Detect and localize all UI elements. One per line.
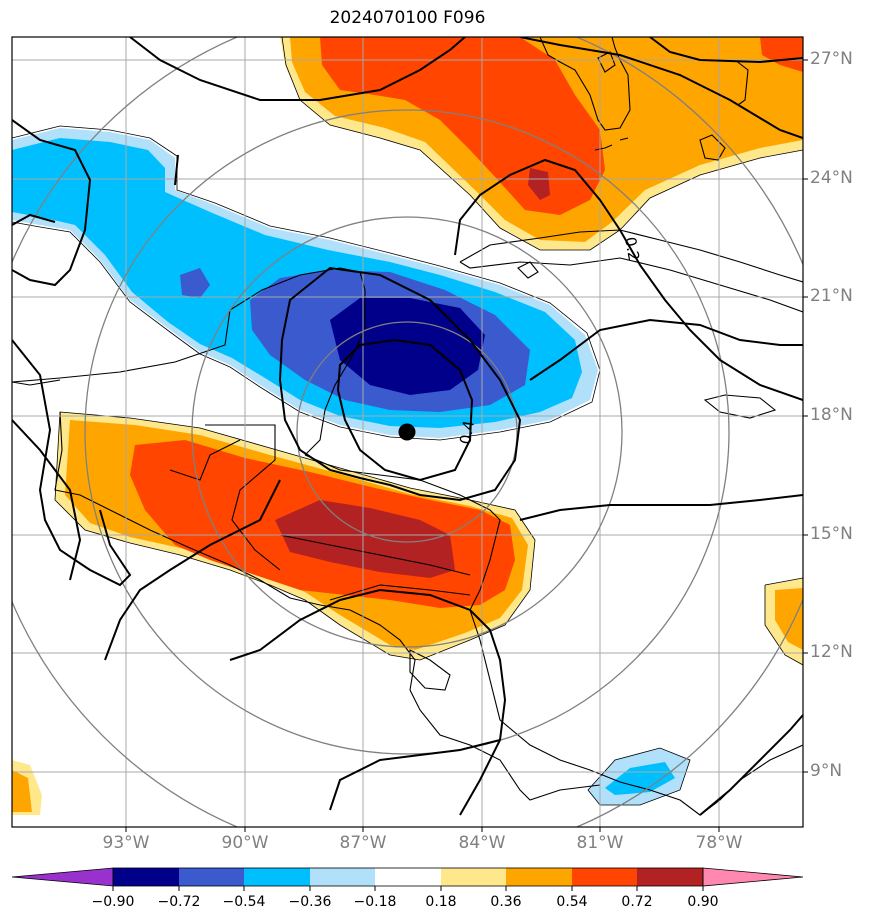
field-neg-072b xyxy=(180,268,210,298)
contour-center-loop xyxy=(278,266,522,502)
colorbar-label-p054: 0.54 xyxy=(556,894,588,910)
map-plot-area xyxy=(12,37,803,827)
coast-mexico-gulf xyxy=(12,379,61,386)
contour-label-04: 0.4 xyxy=(456,419,478,446)
lat-label-18n: 18°N xyxy=(810,405,853,425)
lat-label-21n: 21°N xyxy=(810,286,853,306)
field-neg-se-054 xyxy=(605,762,675,795)
colorbar-bin-2 xyxy=(179,868,244,886)
lon-label-78w: 78°W xyxy=(695,833,743,853)
outline-neg xyxy=(12,125,601,441)
border-guatemala xyxy=(205,424,281,571)
outline-ne xyxy=(281,37,803,251)
border-nicaragua xyxy=(329,584,471,601)
contour-east-long xyxy=(519,494,803,521)
contour-inner-loop xyxy=(336,338,474,482)
coast-jamaica xyxy=(703,394,777,419)
coast-cuba xyxy=(459,229,803,313)
field-neg-090 xyxy=(330,298,485,395)
range-rings xyxy=(12,37,803,827)
field-e-054 xyxy=(775,588,803,650)
colorbar-under-arrow xyxy=(11,867,114,887)
colorbar-label-m054: −0.54 xyxy=(222,894,266,910)
coast-bahamas xyxy=(597,51,749,161)
contour-se xyxy=(699,714,803,816)
colorbar-label-p090: 0.90 xyxy=(687,894,719,910)
colorbar-label-p018: 0.18 xyxy=(425,894,457,910)
contour-lines xyxy=(12,37,803,816)
contour-mexico xyxy=(12,419,82,581)
coast-yucatan xyxy=(12,267,366,456)
colorbar-label-m036: −0.36 xyxy=(288,894,332,910)
field-ne-090 xyxy=(528,168,550,200)
outline-east xyxy=(764,577,803,666)
range-ring-1 xyxy=(296,321,518,543)
contour-gulf-small xyxy=(174,154,179,186)
contour-ne-arc xyxy=(649,37,803,64)
contour-trough-west xyxy=(104,479,281,661)
lat-label-12n: 12°N xyxy=(810,642,853,662)
range-ring-3 xyxy=(84,109,730,755)
lat-label-24n: 24°N xyxy=(810,168,853,188)
lon-label-81w: 81°W xyxy=(576,833,624,853)
lon-label-84w: 84°W xyxy=(458,833,506,853)
colorbar-over-arrow xyxy=(702,867,804,887)
colorbar-bin-8 xyxy=(572,868,637,886)
contour-label-02: 0.2 xyxy=(621,236,643,263)
colorbar-label-p036: 0.36 xyxy=(490,894,522,910)
colorbar-bin-5 xyxy=(375,868,441,886)
colorbar-bin-3 xyxy=(244,868,310,886)
coast-isla-juventud xyxy=(517,261,539,279)
outline-se xyxy=(587,747,691,806)
field-swc-054 xyxy=(12,770,32,812)
colorbar-label-p072: 0.72 xyxy=(621,894,653,910)
colorbar-bin-4 xyxy=(310,868,375,886)
map-title: 2024070100 F096 xyxy=(329,8,486,28)
tick-marks xyxy=(125,59,808,832)
coast-pacific xyxy=(54,411,601,801)
colorbar-frame xyxy=(112,867,704,887)
field-ne-072b xyxy=(760,37,803,72)
storm-center-marker xyxy=(398,423,416,441)
coast-florida-keys xyxy=(594,137,629,151)
map-frame xyxy=(11,36,804,828)
colorbar-bin-6 xyxy=(441,868,506,886)
colorbar-bin-7 xyxy=(506,868,572,886)
range-ring-2 xyxy=(191,216,623,648)
lon-label-90w: 90°W xyxy=(221,833,269,853)
contour-south-big xyxy=(329,739,501,811)
contour-east-arc xyxy=(454,158,803,401)
field-sw-090 xyxy=(275,500,455,578)
lat-label-15n: 15°N xyxy=(810,524,853,544)
colorbar-label-m090: −0.90 xyxy=(91,894,135,910)
lon-label-93w: 93°W xyxy=(102,833,150,853)
lake-nicaragua xyxy=(409,649,451,691)
lat-label-27n: 27°N xyxy=(810,49,853,69)
border-mexico-guatemala xyxy=(169,439,241,481)
contour-nw-loop xyxy=(12,119,92,287)
lon-label-87w: 87°W xyxy=(339,833,387,853)
colorbar xyxy=(11,867,804,891)
colorbar-label-m018: −0.18 xyxy=(353,894,397,910)
colorbar-label-m072: −0.72 xyxy=(157,894,201,910)
contour-center-left xyxy=(12,339,132,587)
colorbar-bin-1 xyxy=(113,868,179,886)
border-honduras xyxy=(279,534,471,576)
contour-cuba-arc xyxy=(529,318,803,381)
contour-ne-big xyxy=(519,37,803,139)
colorbar-bin-9 xyxy=(637,868,703,886)
contour-nw-arc xyxy=(129,37,466,101)
lat-label-9n: 9°N xyxy=(810,761,843,781)
